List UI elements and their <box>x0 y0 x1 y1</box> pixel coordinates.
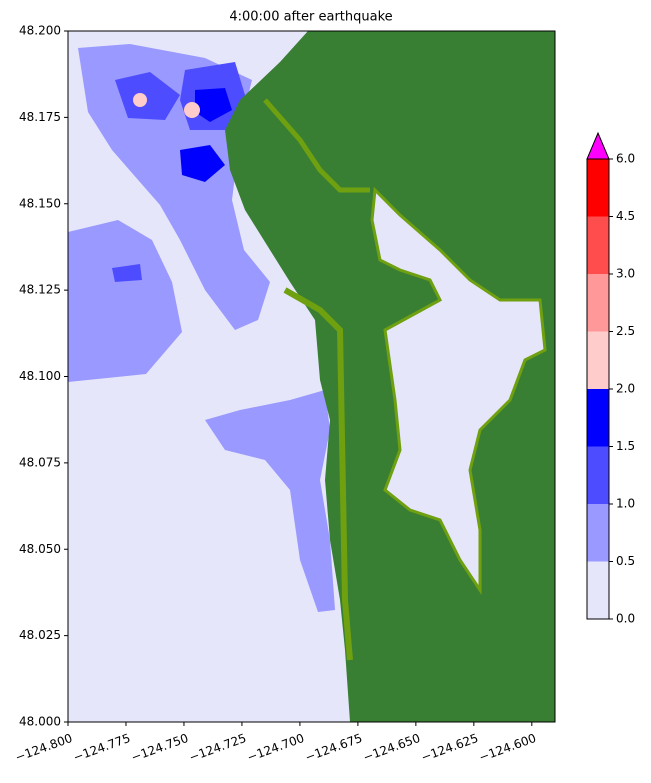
colorbar-tick-label: 0.0 <box>616 612 635 626</box>
colorbar-tick-label: 2.5 <box>616 324 635 338</box>
colorbar-segment <box>587 389 609 447</box>
colorbar-segment <box>587 274 609 332</box>
title: 4:00:00 after earthquake <box>229 10 392 25</box>
inundation-dark <box>195 88 232 122</box>
x-tick-label: −124.775 <box>71 731 132 765</box>
colorbar-tick-label: 1.5 <box>616 439 635 453</box>
y-tick-label: 48.025 <box>19 628 61 642</box>
colorbar-tick-label: 2.0 <box>616 382 635 396</box>
x-tick-label: −124.700 <box>245 731 306 765</box>
x-tick-label: −124.725 <box>187 731 248 765</box>
colorbar-segment <box>587 216 609 274</box>
inundation-light <box>68 220 182 382</box>
colorbar-segment <box>587 331 609 389</box>
colorbar-tick-label: 3.0 <box>616 267 635 281</box>
bay <box>370 186 547 595</box>
y-tick-label: 48.000 <box>19 715 61 729</box>
x-tick-label: −124.800 <box>13 731 74 765</box>
y-tick-label: 48.125 <box>19 283 61 297</box>
colorbar-extend <box>586 131 610 160</box>
inundation-light <box>205 390 335 612</box>
x-tick-label: −124.625 <box>419 731 480 765</box>
colorbar-segment <box>587 561 609 619</box>
y-tick-label: 48.175 <box>19 110 61 124</box>
y-tick-label: 48.200 <box>19 24 61 38</box>
x-tick-label: −124.675 <box>303 731 364 765</box>
map-area <box>68 31 555 722</box>
x-tick-label: −124.750 <box>129 731 190 765</box>
inundation-mid <box>112 264 142 282</box>
shoreline-fringe <box>283 287 353 661</box>
colorbar-tick-label: 1.0 <box>616 497 635 511</box>
y-tick-label: 48.075 <box>19 455 61 469</box>
inundation-high <box>184 102 200 118</box>
shoreline-fringe <box>263 98 370 193</box>
colorbar-segment <box>587 159 609 217</box>
inundation-dark <box>180 145 225 182</box>
inundation-high <box>133 93 147 107</box>
colorbar-segment <box>587 504 609 562</box>
y-tick-label: 48.100 <box>19 369 61 383</box>
x-tick-label: −124.600 <box>477 731 538 765</box>
colorbar-tick-label: 4.5 <box>616 209 635 223</box>
colorbar-tick-label: 0.5 <box>616 554 635 568</box>
colorbar-tick-label: 6.0 <box>616 152 635 166</box>
x-tick-label: −124.650 <box>361 731 422 765</box>
y-tick-label: 48.150 <box>19 196 61 210</box>
inundation-mid <box>115 72 180 120</box>
y-tick-label: 48.050 <box>19 542 61 556</box>
colorbar-segment <box>587 446 609 504</box>
